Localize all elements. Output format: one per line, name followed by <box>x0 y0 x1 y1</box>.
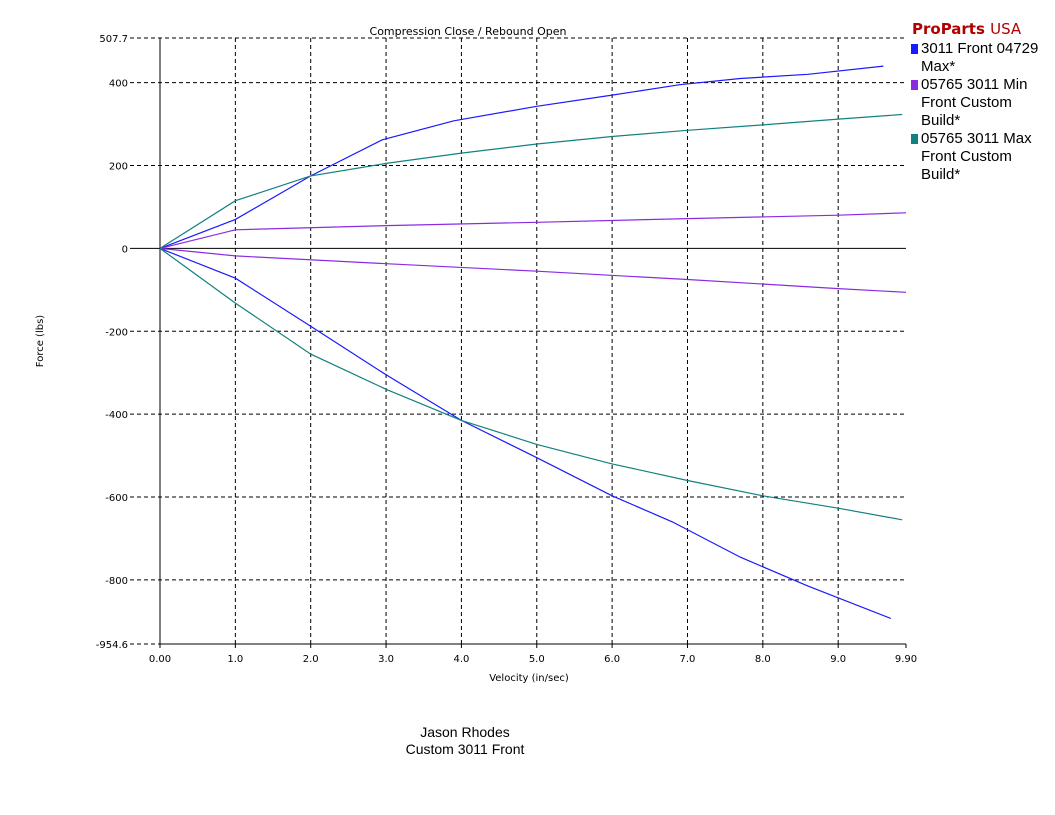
legend-label: 05765 3011 Min Front Custom Build* <box>921 76 1028 129</box>
series-lines <box>159 65 907 620</box>
chart-title: Compression Close / Rebound Open <box>370 25 567 38</box>
brand-logo: ProParts USA <box>912 20 1055 38</box>
legend-swatch <box>911 44 918 54</box>
x-tick-label: 1.0 <box>227 654 243 665</box>
legend-swatch <box>911 134 918 144</box>
legend-entry: 3011 Front 04729 Max* <box>908 40 1055 76</box>
x-axis-label: Velocity (in/sec) <box>489 673 569 684</box>
y-tick-label: 200 <box>109 162 128 173</box>
x-tick-label: 6.0 <box>604 654 620 665</box>
series-2-rebound-line <box>159 247 907 293</box>
y-tick-label: -800 <box>105 576 128 587</box>
series-3-rebound-line <box>159 247 903 521</box>
y-tick-label: -600 <box>105 493 128 504</box>
y-axis-label: Force (lbs) <box>35 315 46 367</box>
series-1-compression-line <box>159 65 884 249</box>
y-tick-label: 400 <box>109 79 128 90</box>
series-1-rebound-line <box>159 247 892 620</box>
footer-caption: Jason Rhodes Custom 3011 Front <box>300 724 630 758</box>
x-tick-label: 5.0 <box>529 654 545 665</box>
legend-items: 3011 Front 04729 Max* 05765 3011 Min Fron… <box>908 40 1055 184</box>
x-tick-label: 3.0 <box>378 654 394 665</box>
x-tick-label: 9.0 <box>830 654 846 665</box>
series-2-compression-line <box>159 212 907 249</box>
x-tick-label: 8.0 <box>755 654 771 665</box>
y-tick-label: -200 <box>105 327 128 338</box>
legend-label: 05765 3011 Max Front Custom Build* <box>921 130 1032 183</box>
legend: ProParts USA 3011 Front 04729 Max* 05765 … <box>908 20 1055 184</box>
legend-entry: 05765 3011 Max Front Custom Build* <box>908 130 1055 184</box>
footer-name: Jason Rhodes <box>420 724 510 740</box>
legend-entry: 05765 3011 Min Front Custom Build* <box>908 76 1055 130</box>
footer-subtitle: Custom 3011 Front <box>405 741 525 757</box>
brand-suffix: USA <box>990 20 1022 38</box>
axis-ticks: 0.00 1.0 2.0 3.0 4.0 5.0 6.0 7.0 8.0 9.0 9.90 507.7… <box>96 34 917 665</box>
brand-name: ProParts <box>912 20 985 38</box>
y-tick-label: -954.6 <box>96 640 128 651</box>
legend-swatch <box>911 80 918 90</box>
x-tick-label: 2.0 <box>303 654 319 665</box>
y-tick-label: -400 <box>105 410 128 421</box>
x-tick-label: 0.00 <box>149 654 171 665</box>
x-tick-label: 7.0 <box>680 654 696 665</box>
grid-lines <box>130 37 906 645</box>
legend-label: 3011 Front 04729 Max* <box>921 40 1039 75</box>
series-3-compression-line <box>159 113 903 249</box>
x-tick-label: 9.90 <box>895 654 917 665</box>
x-tick-label: 4.0 <box>453 654 469 665</box>
y-tick-label: 0 <box>122 244 128 255</box>
y-tick-label: 507.7 <box>99 34 128 45</box>
